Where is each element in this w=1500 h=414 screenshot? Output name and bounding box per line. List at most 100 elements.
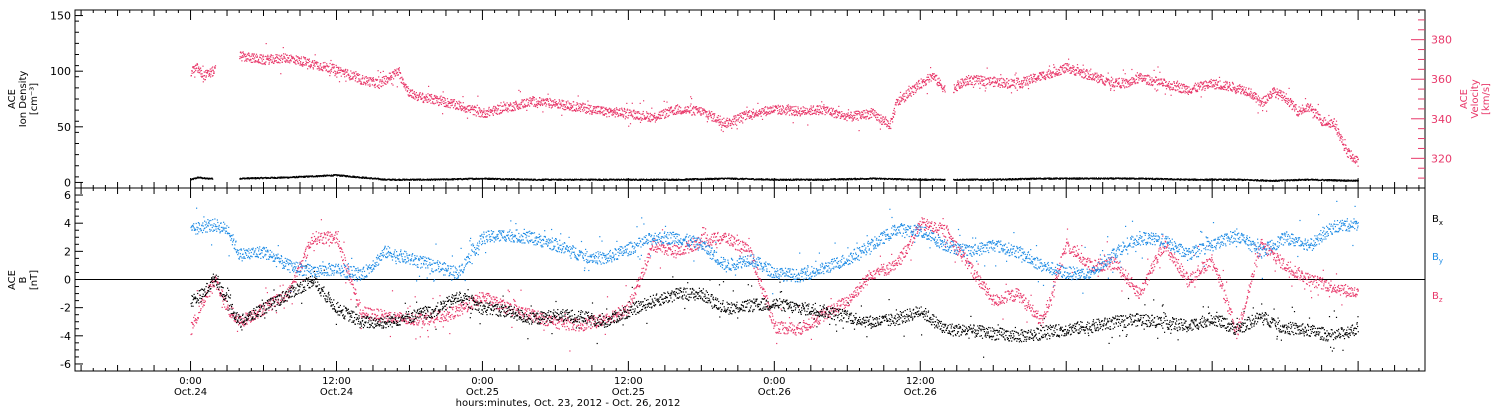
top-data-point [643, 111, 644, 112]
top-data-point [772, 107, 773, 108]
top-data-point [393, 78, 394, 79]
top-data-point [308, 60, 309, 61]
top-data-point [705, 178, 706, 179]
top-data-point [630, 115, 631, 116]
top-data-point [203, 81, 204, 82]
top-data-point [697, 108, 698, 109]
top-data-point [272, 61, 273, 62]
top-data-point [521, 104, 522, 105]
top-data-point [393, 71, 394, 72]
top-data-point [773, 112, 774, 113]
top-data-point [273, 63, 274, 64]
top-data-point [730, 123, 731, 124]
top-data-point [359, 74, 360, 75]
top-data-point [650, 113, 651, 114]
top-data-point [407, 86, 408, 87]
top-data-point [380, 72, 381, 73]
top-data-point [423, 102, 424, 103]
top-data-point [1223, 179, 1224, 180]
top-data-point [352, 72, 353, 73]
top-data-point [581, 107, 582, 108]
top-data-point [482, 116, 483, 117]
top-data-point [549, 107, 550, 108]
top-data-point [700, 111, 701, 112]
top-data-point [445, 102, 446, 103]
top-data-point [678, 109, 679, 110]
top-data-point [760, 111, 761, 112]
top-data-point [301, 58, 302, 59]
top-data-point [239, 58, 240, 59]
top-data-point [393, 72, 394, 73]
top-data-point [534, 99, 535, 100]
top-data-point [770, 112, 771, 113]
top-data-point [537, 105, 538, 106]
top-data-point [640, 117, 641, 118]
top-data-point [472, 105, 473, 106]
top-data-point [651, 108, 652, 109]
top-data-point [742, 113, 743, 114]
top-data-point [582, 104, 583, 105]
top-data-point [474, 109, 475, 110]
top-data-point [270, 59, 271, 60]
top-data-point [391, 79, 392, 80]
top-data-point [522, 101, 523, 102]
top-data-point [615, 112, 616, 113]
top-data-point [561, 105, 562, 106]
top-data-point [739, 122, 740, 123]
top-data-point [263, 56, 264, 57]
top-data-point [747, 116, 748, 117]
top-data-point [634, 110, 635, 111]
top-data-point [615, 110, 616, 111]
top-data-point [757, 114, 758, 115]
top-data-point [397, 72, 398, 73]
top-data-point [708, 118, 709, 119]
top-data-point [516, 102, 517, 103]
top-data-point [368, 80, 369, 81]
top-data-point [379, 88, 380, 89]
top-data-point [925, 178, 926, 179]
top-data-point [614, 108, 615, 109]
top-data-point [397, 86, 398, 87]
top-data-point [413, 93, 414, 94]
top-data-point [781, 113, 782, 114]
top-data-point [640, 122, 641, 123]
top-data-point [288, 57, 289, 58]
top-data-point [788, 107, 789, 108]
top-data-point [195, 68, 196, 69]
top-data-point [391, 75, 392, 76]
top-data-point [345, 69, 346, 70]
top-data-point [646, 117, 647, 118]
top-data-point [262, 60, 263, 61]
top-data-point [450, 103, 451, 104]
top-data-point [487, 116, 488, 117]
top-data-point [204, 75, 205, 76]
top-data-point [250, 56, 251, 57]
top-data-point [334, 75, 335, 76]
top-data-point [579, 110, 580, 111]
top-data-point [334, 66, 335, 67]
top-data-point [693, 107, 694, 108]
top-data-point [1327, 180, 1328, 181]
top-data-point [587, 107, 588, 108]
top-data-point [584, 107, 585, 108]
top-data-point [514, 108, 515, 109]
top-data-point [735, 117, 736, 118]
top-data-point [289, 62, 290, 63]
top-data-point [766, 115, 767, 116]
top-data-point [464, 106, 465, 107]
top-data-point [649, 119, 650, 120]
top-data-point [654, 115, 655, 116]
top-data-point [635, 113, 636, 114]
top-data-point [577, 103, 578, 104]
top-data-point [514, 102, 515, 103]
top-data-point [690, 103, 691, 104]
top-data-point [313, 62, 314, 63]
top-data-point [699, 107, 700, 108]
top-data-point [824, 180, 825, 181]
top-data-point [585, 104, 586, 105]
top-data-point [390, 73, 391, 74]
top-data-point [493, 106, 494, 107]
top-data-point [731, 128, 732, 129]
top-data-point [356, 77, 357, 78]
top-data-point [737, 128, 738, 129]
